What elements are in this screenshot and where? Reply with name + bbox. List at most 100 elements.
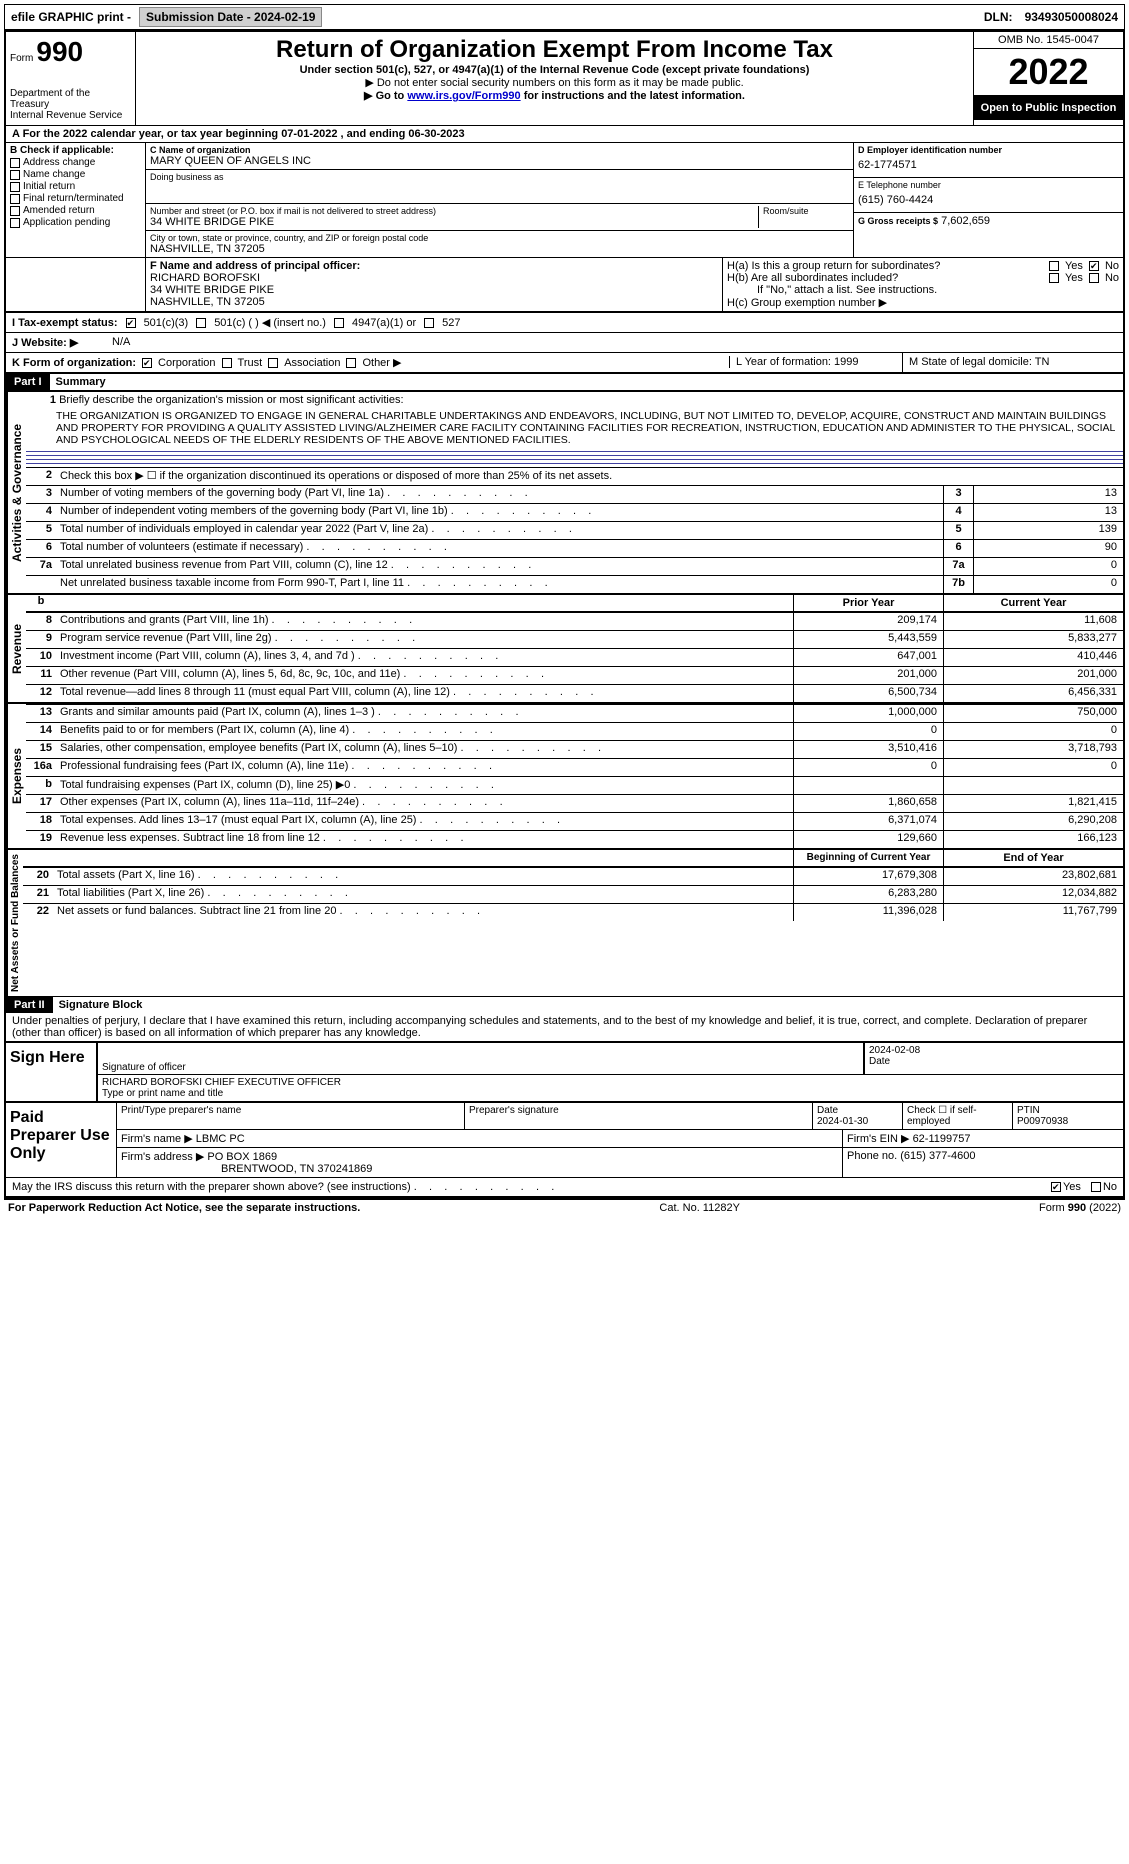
ha-yes-checkbox[interactable] <box>1049 261 1059 271</box>
part2-title: Signature Block <box>53 997 149 1013</box>
discuss-label: May the IRS discuss this return with the… <box>12 1181 1051 1193</box>
g-label: G Gross receipts $ <box>858 216 938 226</box>
discuss-yes-checkbox[interactable] <box>1051 1182 1061 1192</box>
b-checkbox[interactable] <box>10 194 20 204</box>
k-assoc-checkbox[interactable] <box>268 358 278 368</box>
row-current: 1,821,415 <box>943 795 1123 812</box>
b-checkbox[interactable] <box>10 158 20 168</box>
open-public-badge: Open to Public Inspection <box>974 96 1123 120</box>
b-opt-label: Application pending <box>23 217 110 228</box>
part1-title: Summary <box>50 374 112 390</box>
f-label: F Name and address of principal officer: <box>150 260 718 272</box>
vlabel-net: Net Assets or Fund Balances <box>6 850 23 996</box>
row-num: 12 <box>26 685 56 702</box>
e-val: (615) 760-4424 <box>858 190 1119 210</box>
street-label: Number and street (or P.O. box if mail i… <box>150 206 758 216</box>
row-num: 10 <box>26 649 56 666</box>
b-opt-label: Final return/terminated <box>23 193 124 204</box>
row-desc: Number of voting members of the governin… <box>56 486 943 503</box>
row-desc: Total revenue—add lines 8 through 11 (mu… <box>56 685 793 702</box>
row-val: 0 <box>973 558 1123 575</box>
m-val: M State of legal domicile: TN <box>909 356 1049 368</box>
row-box: 4 <box>943 504 973 521</box>
hb-yes-checkbox[interactable] <box>1049 273 1059 283</box>
527-checkbox[interactable] <box>424 318 434 328</box>
f-addr2: NASHVILLE, TN 37205 <box>150 296 718 308</box>
data-row: 13Grants and similar amounts paid (Part … <box>26 704 1123 722</box>
501c3-checkbox[interactable] <box>126 318 136 328</box>
form-frame: Form 990 Department of the Treasury Inte… <box>4 30 1125 1198</box>
row-num: 17 <box>26 795 56 812</box>
row-box: 3 <box>943 486 973 503</box>
yes-label: Yes <box>1065 260 1083 272</box>
discuss-no-checkbox[interactable] <box>1091 1182 1101 1192</box>
b-checkbox[interactable] <box>10 218 20 228</box>
k-other-checkbox[interactable] <box>346 358 356 368</box>
row-current: 166,123 <box>943 831 1123 848</box>
row-desc: Total fundraising expenses (Part IX, col… <box>56 777 793 794</box>
4947-checkbox[interactable] <box>334 318 344 328</box>
data-row: 14Benefits paid to or for members (Part … <box>26 722 1123 740</box>
row-i-tax-status: I Tax-exempt status: 501(c)(3) 501(c) ( … <box>6 312 1123 333</box>
data-row: 18Total expenses. Add lines 13–17 (must … <box>26 812 1123 830</box>
no-label: No <box>1105 260 1119 272</box>
vlabel-expenses: Expenses <box>6 704 26 848</box>
gov-row: 5Total number of individuals employed in… <box>26 521 1123 539</box>
row-desc: Net assets or fund balances. Subtract li… <box>53 904 793 921</box>
discuss-no: No <box>1103 1181 1117 1193</box>
part2-num: Part II <box>6 997 53 1013</box>
row-desc: Check this box ▶ ☐ if the organization d… <box>56 468 1123 485</box>
b-checkbox[interactable] <box>10 170 20 180</box>
data-row: 10Investment income (Part VIII, column (… <box>26 648 1123 666</box>
row-prior: 5,443,559 <box>793 631 943 648</box>
k-other: Other ▶ <box>362 356 401 369</box>
phone: (615) 377-4600 <box>900 1150 975 1162</box>
b-option: Amended return <box>10 205 141 216</box>
city-label: City or town, state or province, country… <box>150 233 849 243</box>
submission-date-button[interactable]: Submission Date - 2024-02-19 <box>139 7 322 27</box>
k-trust-checkbox[interactable] <box>222 358 232 368</box>
b-option: Final return/terminated <box>10 193 141 204</box>
b-opt-label: Amended return <box>23 205 95 216</box>
prior-year-head: Prior Year <box>793 595 943 611</box>
k-assoc: Association <box>284 357 340 369</box>
section-governance: Activities & Governance 1 Briefly descri… <box>6 390 1123 593</box>
row-current <box>943 777 1123 794</box>
row-current: 0 <box>943 759 1123 776</box>
row-current: 11,608 <box>943 613 1123 630</box>
f-addr1: 34 WHITE BRIDGE PIKE <box>150 284 718 296</box>
begin-year-head: Beginning of Current Year <box>793 850 943 866</box>
net-col-heads: Beginning of Current Year End of Year <box>23 850 1123 867</box>
row-desc: Contributions and grants (Part VIII, lin… <box>56 613 793 630</box>
row-desc: Revenue less expenses. Subtract line 18 … <box>56 831 793 848</box>
paid-preparer-block: Paid Preparer Use Only Print/Type prepar… <box>6 1101 1123 1177</box>
room-label: Room/suite <box>763 206 849 216</box>
city-val: NASHVILLE, TN 37205 <box>150 243 849 255</box>
b-checkbox[interactable] <box>10 182 20 192</box>
row-val: 90 <box>973 540 1123 557</box>
data-row: 22Net assets or fund balances. Subtract … <box>23 903 1123 921</box>
footer-right-pre: Form <box>1039 1202 1068 1214</box>
prep-h3: Date <box>817 1105 838 1116</box>
hb-no-checkbox[interactable] <box>1089 273 1099 283</box>
row-desc: Total number of volunteers (estimate if … <box>56 540 943 557</box>
row-prior: 0 <box>793 723 943 740</box>
irs-link[interactable]: www.irs.gov/Form990 <box>407 90 520 102</box>
f-name: RICHARD BOROFSKI <box>150 272 718 284</box>
vlabel-governance: Activities & Governance <box>6 392 26 593</box>
row-box: 7b <box>943 576 973 593</box>
row-desc: Total number of individuals employed in … <box>56 522 943 539</box>
k-corp-checkbox[interactable] <box>142 358 152 368</box>
row-desc: Net unrelated business taxable income fr… <box>56 576 943 593</box>
ha-no-checkbox[interactable] <box>1089 261 1099 271</box>
row-current: 5,833,277 <box>943 631 1123 648</box>
col-b-spacer <box>6 258 146 311</box>
gov-row: Net unrelated business taxable income fr… <box>26 575 1123 593</box>
col-de: D Employer identification number 62-1774… <box>853 143 1123 257</box>
501c-checkbox[interactable] <box>196 318 206 328</box>
opt-527: 527 <box>442 317 460 329</box>
mission-text: THE ORGANIZATION IS ORGANIZED TO ENGAGE … <box>26 408 1123 448</box>
b-checkbox[interactable] <box>10 206 20 216</box>
footer-mid: Cat. No. 11282Y <box>659 1202 740 1214</box>
prep-h1: Print/Type preparer's name <box>117 1103 465 1129</box>
